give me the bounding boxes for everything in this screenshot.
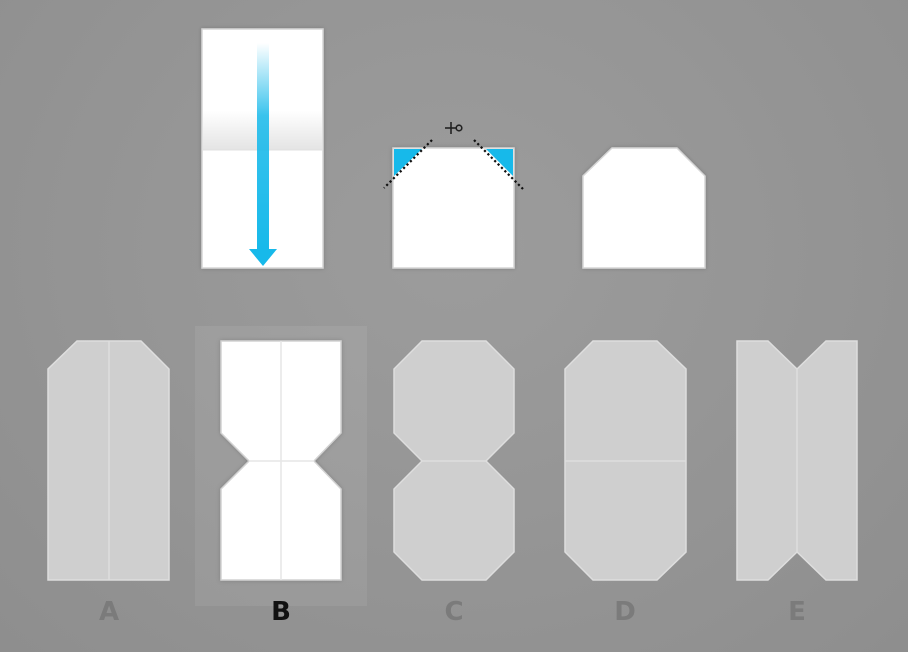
cut-line-left <box>383 139 433 189</box>
option-label-c[interactable]: C <box>444 597 464 627</box>
folded-square <box>392 147 515 269</box>
option-a-figure[interactable] <box>47 340 170 581</box>
option-c-figure[interactable] <box>393 340 515 581</box>
option-label-a[interactable]: A <box>98 597 120 627</box>
option-e-figure[interactable] <box>736 340 858 581</box>
option-b-figure[interactable] <box>220 340 342 581</box>
step-result <box>582 147 706 269</box>
down-arrow-icon <box>249 43 277 266</box>
option-d-figure[interactable] <box>564 340 687 581</box>
result-shape <box>582 147 706 269</box>
cut-line-right <box>473 139 524 190</box>
scissors-icon <box>445 122 463 134</box>
cut-corner-right <box>486 149 513 176</box>
cut-corner-left <box>394 149 422 176</box>
option-label-b[interactable]: B <box>271 597 291 627</box>
option-label-d[interactable]: D <box>614 597 636 627</box>
step-cut-paper <box>392 147 515 269</box>
option-label-e[interactable]: E <box>788 597 806 627</box>
